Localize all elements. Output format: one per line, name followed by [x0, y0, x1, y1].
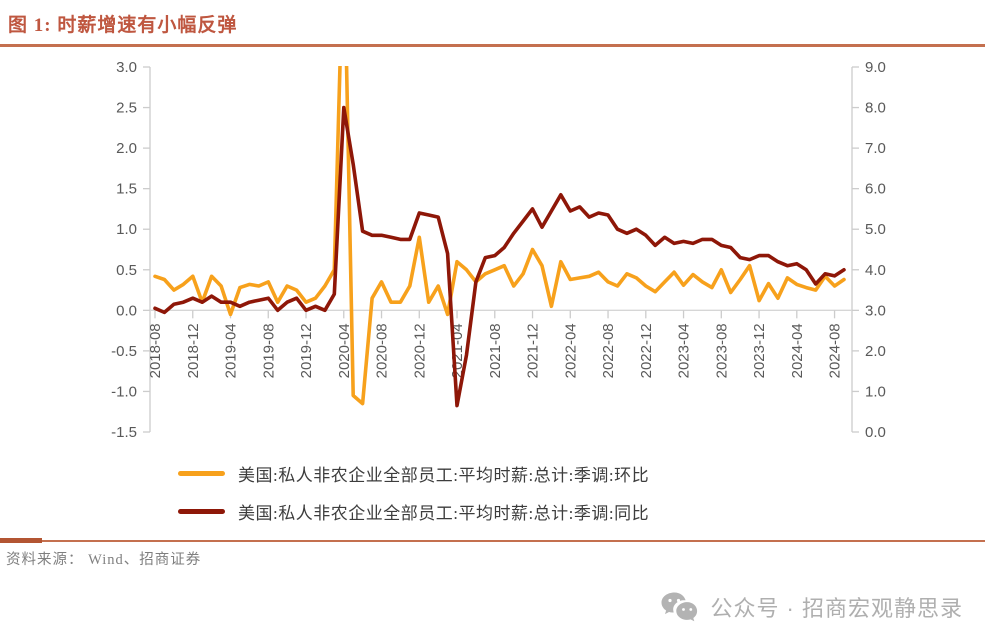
x-axis-tick-label: 2024-04 — [789, 323, 806, 378]
left-axis-tick-label: 0.0 — [116, 302, 137, 319]
yoy-series-label: 美国:私人非农企业全部员工:平均时薪:总计:季调:同比 — [238, 504, 650, 523]
x-axis-tick-label: 2019-12 — [298, 323, 315, 378]
x-axis-tick-label: 2020-04 — [336, 323, 353, 378]
wechat-footer: 公众号 · 招商宏观静思录 — [660, 591, 963, 623]
yoy-line-swatch — [178, 509, 225, 514]
x-axis-tick-label: 2018-08 — [147, 323, 164, 378]
x-axis-tick-label: 2023-04 — [676, 323, 693, 378]
mom-line-swatch — [178, 471, 225, 476]
x-axis-tick-label: 2019-04 — [223, 323, 240, 378]
left-axis-tick-label: -1.0 — [111, 383, 137, 400]
x-axis-tick-label: 2023-12 — [751, 323, 768, 378]
x-axis-tick-label: 2021-08 — [487, 323, 504, 378]
legend-item-yoy: 美国:私人非农企业全部员工:平均时薪:总计:季调:同比 — [178, 499, 985, 524]
x-axis-tick-label: 2024-08 — [827, 323, 844, 378]
x-axis-tick-label: 2022-04 — [562, 323, 579, 378]
right-axis-tick-label: 7.0 — [865, 140, 886, 157]
x-axis-tick-label: 2021-12 — [525, 323, 542, 378]
right-axis-tick-label: 6.0 — [865, 181, 886, 198]
left-axis-tick-label: -1.5 — [111, 424, 137, 441]
right-axis-tick-label: 5.0 — [865, 221, 886, 238]
left-axis-tick-label: 2.0 — [116, 140, 137, 157]
wage-growth-line-chart: 3.0 2.5 2.0 1.5 1.0 0.5 0.0 -0.5 -1.0 -1.5 9.0 8.0 7… — [111, 59, 886, 441]
left-axis-tick-label: 1.0 — [116, 221, 137, 238]
right-axis-tick-label: 4.0 — [865, 262, 886, 279]
chart-legend: 美国:私人非农企业全部员工:平均时薪:总计:季调:环比 美国:私人非农企业全部员… — [178, 461, 985, 524]
x-axis-tick-label: 2020-08 — [374, 323, 391, 378]
left-axis-tick-label: -0.5 — [111, 343, 137, 360]
x-axis-tick-label: 2020-12 — [411, 323, 428, 378]
x-axis-tick-label: 2018-12 — [185, 323, 202, 378]
right-axis-tick-label: 2.0 — [865, 343, 886, 360]
figure-header: 图 1: 时薪增速有小幅反弹 — [0, 0, 985, 47]
x-axis-tick-label: 2022-12 — [638, 323, 655, 378]
data-source-text: 资料来源： Wind、招商证券 — [6, 552, 202, 568]
right-axis-tick-label: 9.0 — [865, 59, 886, 76]
right-axis-tick-label: 3.0 — [865, 302, 886, 319]
x-axis-tick-label: 2019-08 — [260, 323, 277, 378]
legend-item-mom: 美国:私人非农企业全部员工:平均时薪:总计:季调:环比 — [178, 461, 985, 486]
source-divider: 资料来源： Wind、招商证券 — [0, 538, 985, 569]
yoy-series-line — [153, 105, 846, 408]
chart-area: 3.0 2.5 2.0 1.5 1.0 0.5 0.0 -0.5 -1.0 -1.5 9.0 8.0 7… — [0, 49, 985, 449]
left-axis-tick-label: 3.0 — [116, 59, 137, 76]
x-axis-tick-label: 2023-08 — [713, 323, 730, 378]
wechat-icon — [661, 592, 698, 622]
mom-series-line — [153, 66, 846, 406]
right-axis-tick-label: 8.0 — [865, 100, 886, 117]
left-axis-tick-label: 2.5 — [116, 100, 137, 117]
wechat-account-name: 公众号 · 招商宏观静思录 — [710, 596, 963, 621]
mom-series-label: 美国:私人非农企业全部员工:平均时薪:总计:季调:环比 — [238, 466, 650, 485]
x-axis-tick-label: 2022-08 — [600, 323, 617, 378]
figure-title: 图 1: 时薪增速有小幅反弹 — [8, 15, 238, 36]
right-axis-tick-label: 0.0 — [865, 424, 886, 441]
left-axis-tick-label: 0.5 — [116, 262, 137, 279]
right-axis-tick-label: 1.0 — [865, 383, 886, 400]
left-axis-tick-label: 1.5 — [116, 181, 137, 198]
